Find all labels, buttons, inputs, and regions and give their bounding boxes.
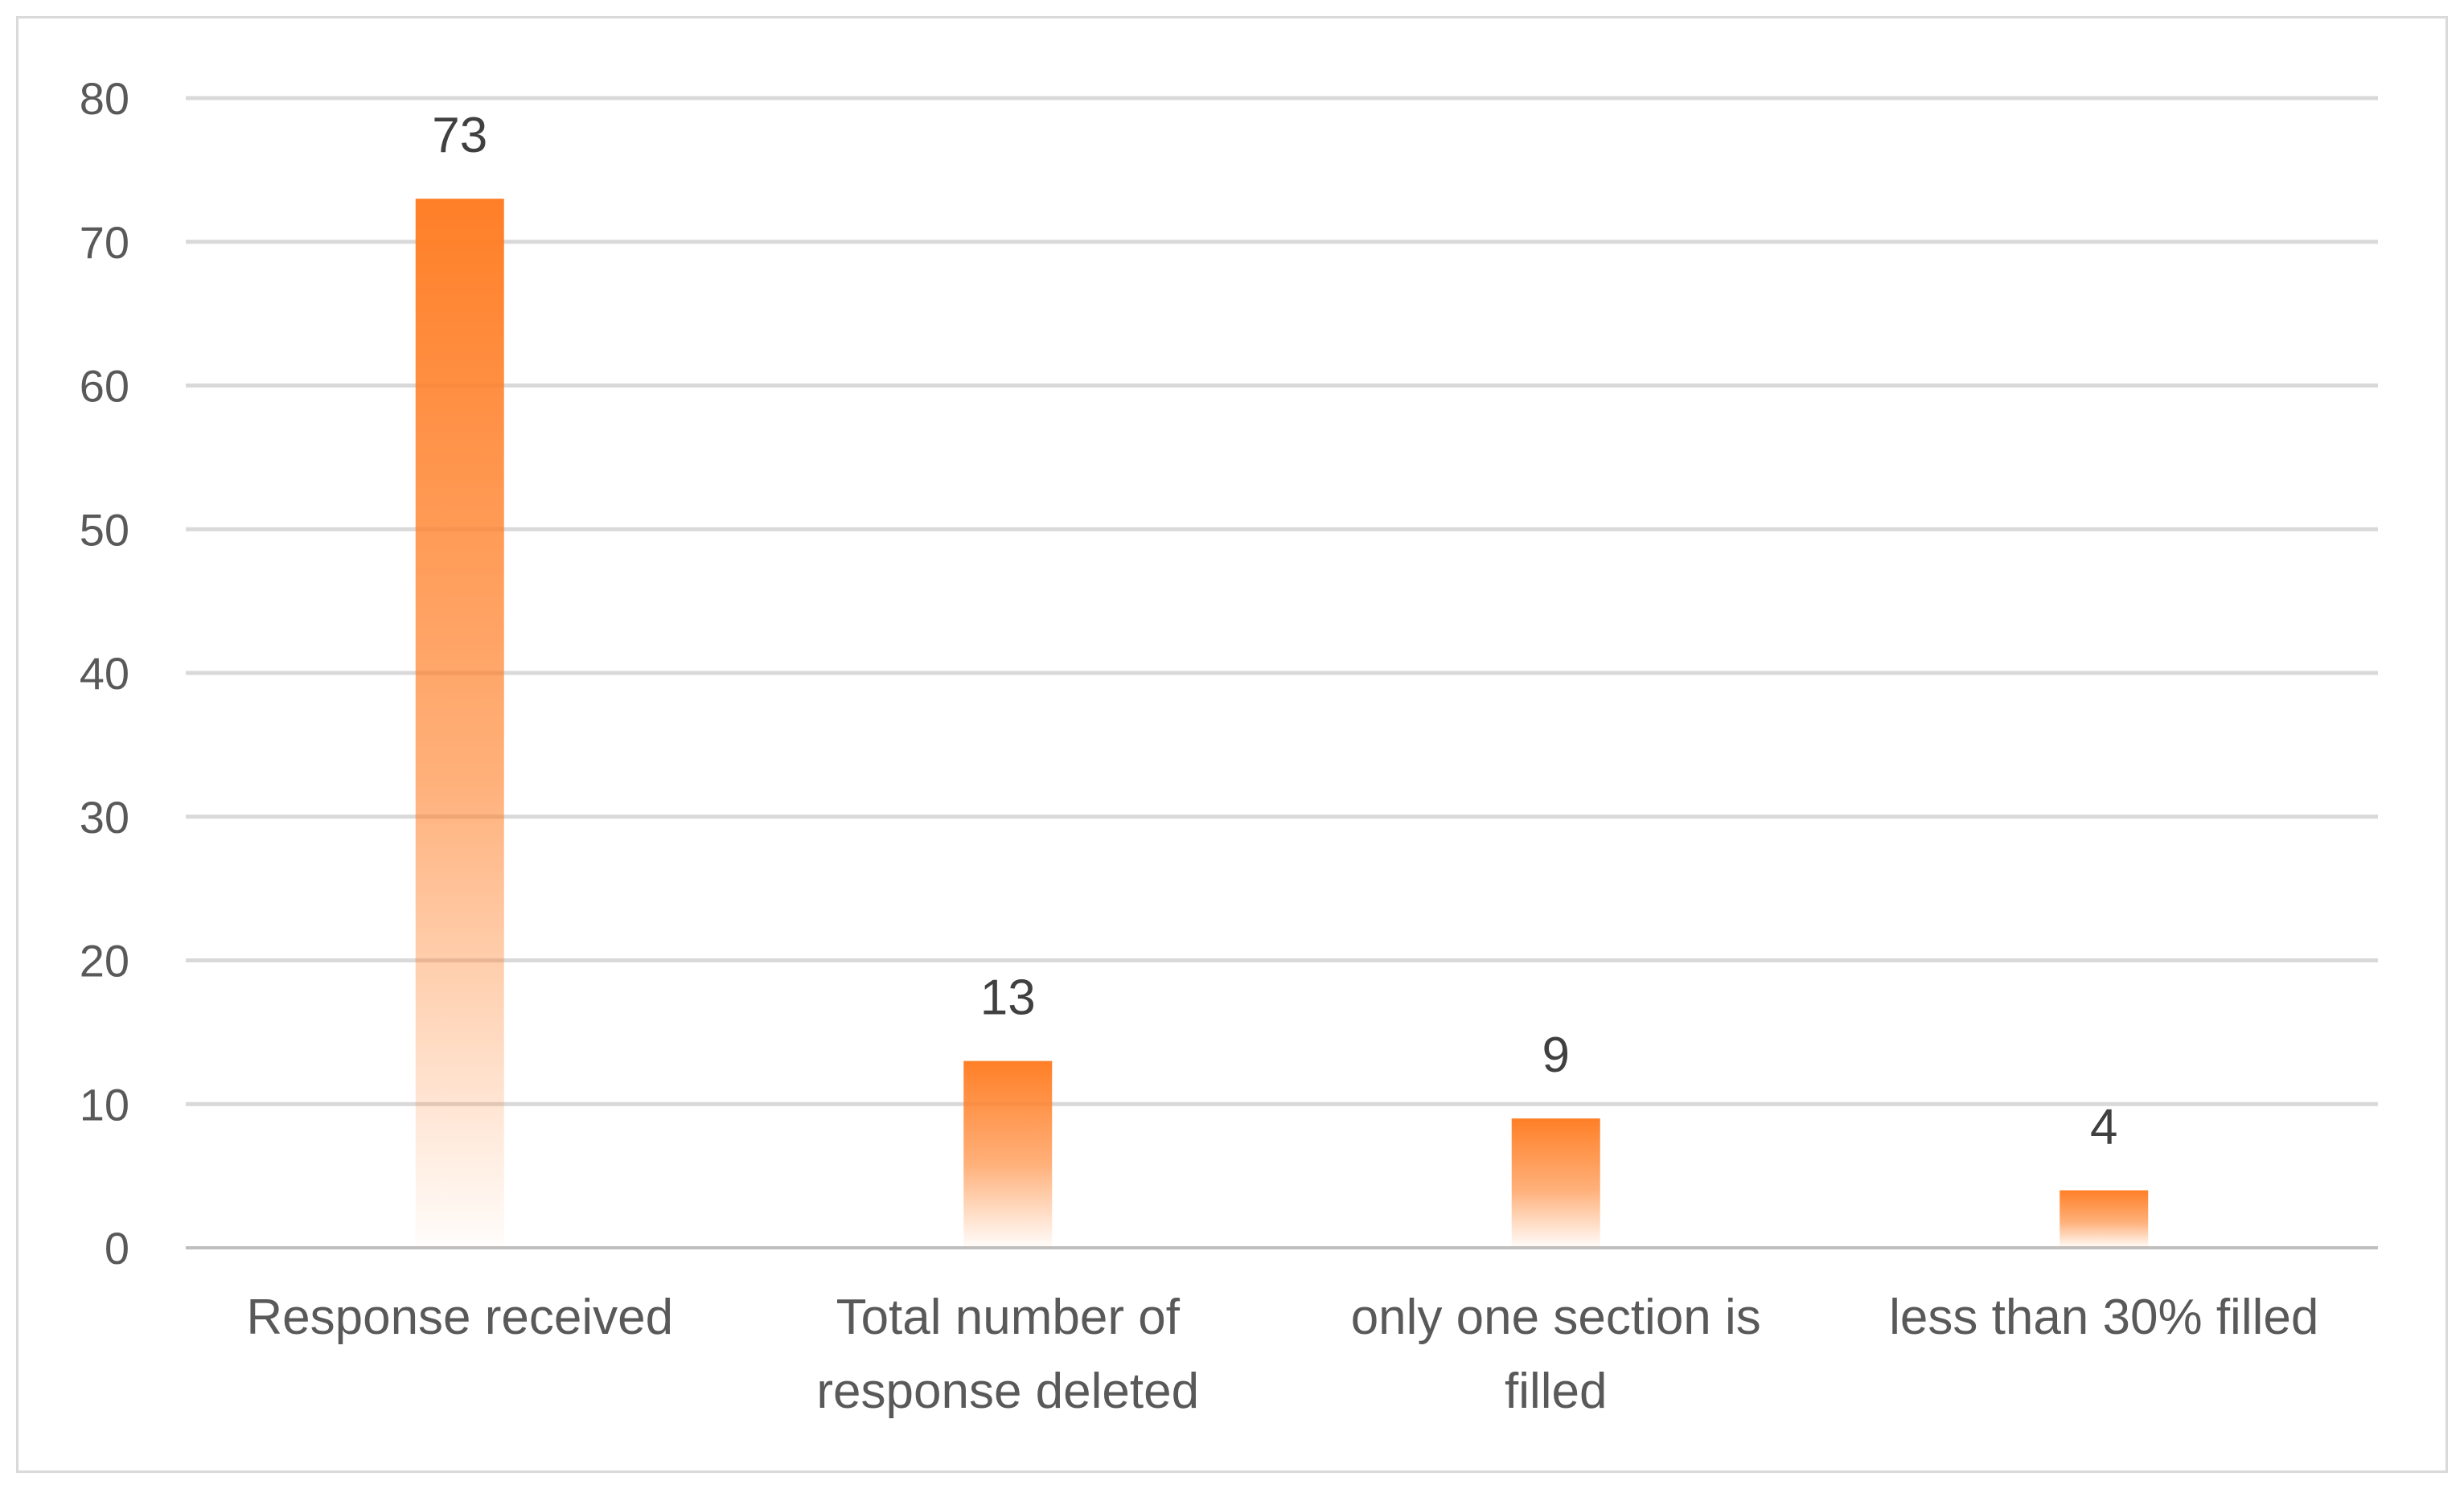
category-label-line: Total number of <box>836 1290 1181 1345</box>
data-label: 9 <box>1542 1028 1570 1083</box>
category-label-line: response deleted <box>816 1364 1199 1419</box>
y-tick-label: 70 <box>80 217 129 268</box>
data-labels: 73 13 9 4 <box>432 108 2117 1155</box>
data-label: 4 <box>2090 1100 2117 1155</box>
bar-chart: 0 10 20 30 40 50 60 70 80 73 13 9 4 Response receiv… <box>80 73 2378 1419</box>
category-label-line: only one section is <box>1351 1290 1761 1345</box>
gridlines <box>186 96 2378 1249</box>
bar <box>1511 1118 1600 1248</box>
category-label: less than 30% filled <box>1889 1290 2318 1345</box>
y-tick-label: 40 <box>80 648 129 699</box>
category-label: only one section is filled <box>1351 1290 1761 1419</box>
category-label-line: less than 30% filled <box>1889 1290 2318 1345</box>
y-axis-tick-labels: 0 10 20 30 40 50 60 70 80 <box>80 73 129 1274</box>
y-tick-label: 20 <box>80 936 129 987</box>
bar <box>415 199 504 1248</box>
y-tick-label: 10 <box>80 1079 129 1130</box>
y-tick-label: 50 <box>80 504 129 555</box>
y-tick-label: 30 <box>80 792 129 843</box>
bar <box>2059 1190 2149 1248</box>
x-axis-category-labels: Response received Total number of response… <box>246 1290 2318 1419</box>
data-label: 13 <box>980 970 1036 1026</box>
y-tick-label: 60 <box>80 361 129 412</box>
bars <box>415 199 2149 1248</box>
category-label-line: filled <box>1505 1364 1608 1419</box>
data-label: 73 <box>432 108 487 163</box>
y-tick-label: 0 <box>105 1223 129 1274</box>
category-label: Response received <box>246 1290 673 1345</box>
bar <box>963 1060 1053 1248</box>
category-label: Total number of response deleted <box>816 1290 1199 1419</box>
y-tick-label: 80 <box>80 73 129 124</box>
category-label-line: Response received <box>246 1290 673 1345</box>
chart-frame: 0 10 20 30 40 50 60 70 80 73 13 9 4 Response receiv… <box>16 16 2448 1473</box>
